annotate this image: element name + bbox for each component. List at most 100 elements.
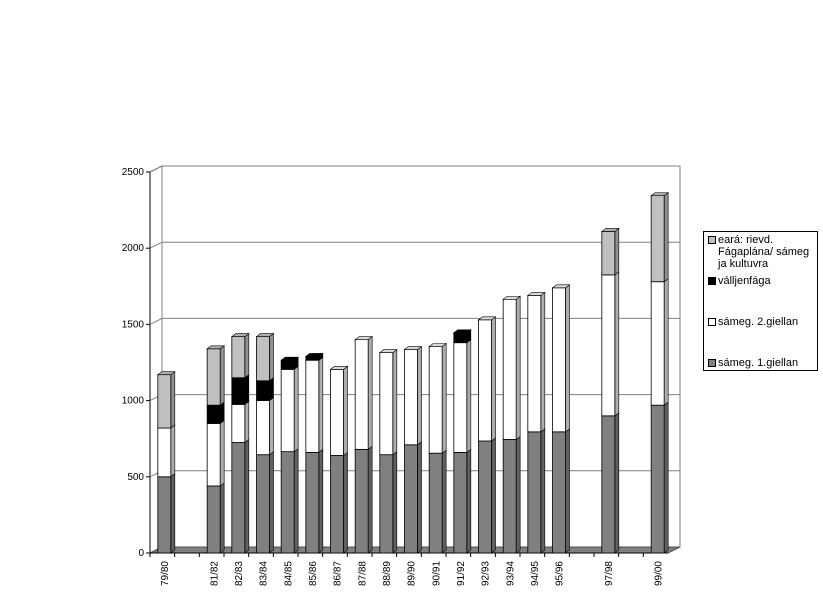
bar-side [614, 227, 620, 276]
bar-side [244, 400, 250, 444]
legend-label-second-language: sámeg. 2.giellan [718, 316, 799, 328]
bars [156, 192, 670, 554]
x-tick-label: 85/86 [308, 561, 319, 586]
bar-side [614, 412, 620, 554]
bar-stack-91-92 [452, 329, 472, 554]
bar-segment [552, 431, 566, 554]
bar-segment [453, 452, 468, 554]
bar-segment [502, 439, 517, 554]
bar-segment [256, 454, 270, 554]
bar-side [466, 339, 472, 454]
bar-segment [650, 281, 665, 406]
bar-segment [231, 404, 246, 443]
bar-stack-94-95 [526, 291, 546, 554]
x-tick-label: 79/80 [160, 561, 171, 586]
y-tick-label: 0 [138, 548, 144, 559]
bar-side [441, 449, 447, 554]
bar-segment [650, 195, 665, 283]
x-tick-label: 82/83 [234, 561, 245, 586]
bar-side [540, 291, 546, 433]
bar-stack-83-84 [255, 332, 275, 554]
bar-side [515, 435, 521, 554]
y-tick-label: 500 [127, 472, 144, 483]
bar-segment [256, 400, 270, 456]
x-tick-label: 97/98 [604, 561, 615, 586]
bar-top [452, 329, 472, 334]
bar-segment [157, 374, 172, 429]
bar-side [244, 332, 250, 379]
bar-stack-82-83 [230, 332, 250, 554]
bar-segment [280, 451, 295, 554]
bar-side [170, 371, 176, 429]
bar-segment [601, 274, 616, 417]
x-tick-label: 95/96 [555, 561, 566, 586]
legend: eará: rievd. Fágaplána/ sámeg ja kultuvr… [703, 231, 818, 371]
bar-segment [404, 444, 418, 554]
bar-segment [478, 440, 492, 554]
bar-top [378, 349, 398, 353]
bar-segment [280, 359, 295, 370]
legend-label-first-language: sámeg. 1.giellan [718, 357, 799, 369]
bar-segment [502, 298, 517, 440]
bar-side [318, 356, 324, 454]
x-tick-label: 89/90 [407, 561, 418, 586]
bar-side [367, 336, 373, 450]
x-tick-label: 92/93 [481, 561, 492, 586]
bar-side [565, 428, 570, 554]
bar-top [650, 192, 670, 196]
bar-side [367, 445, 373, 554]
bar-side [540, 428, 546, 554]
bar-segment [305, 452, 320, 554]
bar-side [663, 278, 669, 406]
bar-segment [354, 448, 369, 554]
bar-top [477, 316, 497, 321]
bar-segment [231, 442, 246, 554]
bar-top [600, 228, 620, 232]
bar-segment [453, 342, 468, 453]
x-tick-label: 81/82 [209, 561, 220, 586]
bar-segment [428, 346, 443, 454]
bar-side [269, 377, 274, 402]
bar-top [230, 333, 250, 337]
bar-side [269, 451, 274, 554]
bar-side [343, 365, 348, 457]
bar-top [255, 333, 275, 337]
x-tick-label: 91/92 [456, 561, 467, 586]
bar-side [219, 419, 225, 487]
bar-side [318, 448, 324, 554]
bar-segment [206, 423, 221, 487]
bar-stack-87-88 [354, 336, 374, 554]
bar-segment [330, 368, 344, 456]
bar-segment [305, 359, 320, 453]
bar-segment [157, 476, 172, 554]
bar-segment [330, 455, 344, 554]
bar-side [614, 271, 620, 417]
bar-side [170, 424, 176, 478]
x-tick-label: 94/95 [530, 561, 541, 586]
bar-side [293, 448, 299, 554]
bar-top [526, 292, 546, 296]
x-tick-label: 93/94 [505, 561, 516, 586]
bar-side [392, 348, 398, 456]
bar-side [417, 345, 422, 446]
bar-stack-86-87 [329, 365, 349, 554]
bar-segment [256, 380, 270, 401]
bar-stack-90-91 [428, 342, 448, 554]
bar-stack-93-94 [502, 295, 522, 554]
x-tick-label: 88/89 [382, 561, 393, 586]
x-tick-label: 90/91 [431, 561, 442, 586]
bar-top [551, 284, 571, 289]
bar-stack-97-98 [600, 227, 620, 554]
bar-stack-99-00 [650, 192, 670, 554]
x-tick-label: 99/00 [653, 561, 664, 586]
bar-segment [650, 404, 665, 554]
bar-side [663, 192, 669, 283]
bar-top [280, 356, 300, 361]
bar-side [244, 374, 250, 406]
bar-segment [601, 415, 616, 554]
bar-stack-81-82 [206, 345, 226, 554]
bar-side [515, 295, 521, 441]
bar-side [219, 345, 225, 406]
bar-segment [552, 287, 566, 433]
